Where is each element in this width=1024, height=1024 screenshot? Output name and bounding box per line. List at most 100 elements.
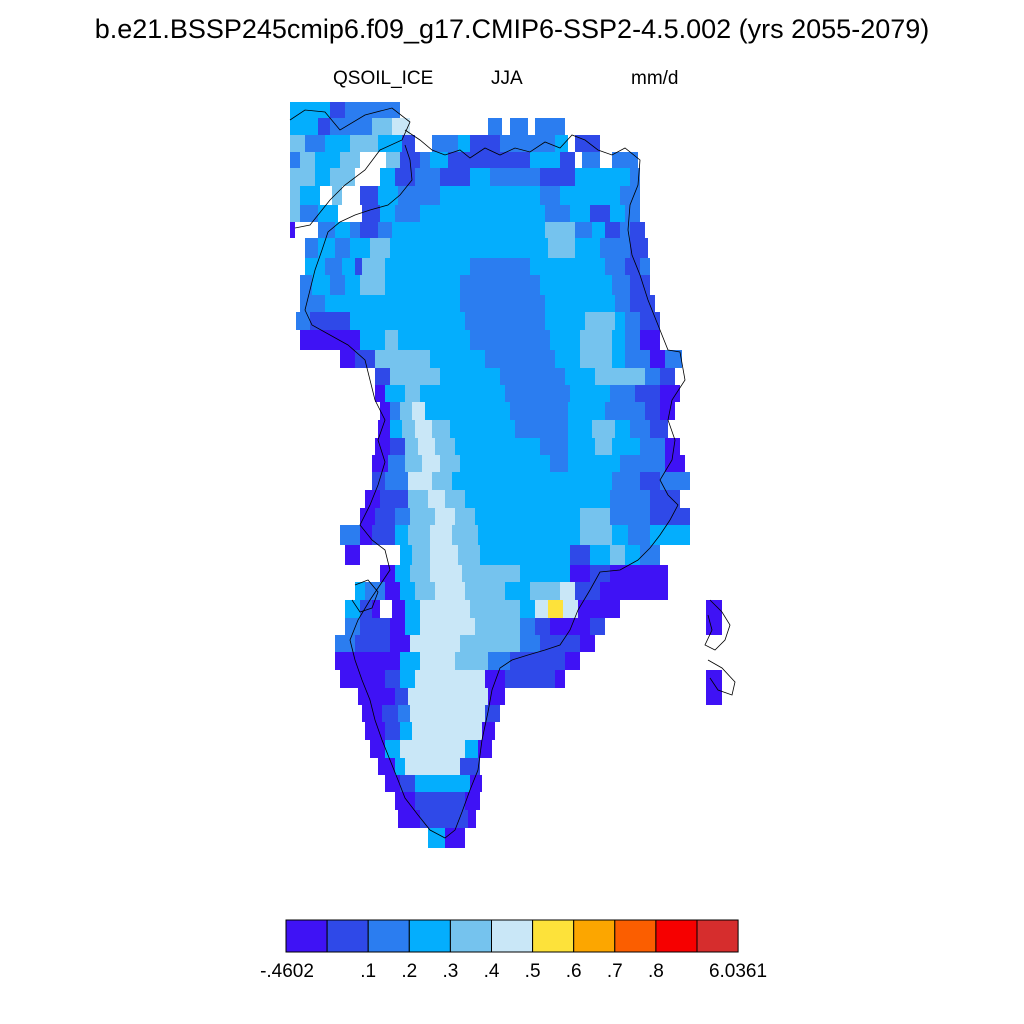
map-cell	[575, 168, 590, 186]
map-cell	[345, 275, 360, 295]
map-cell	[415, 168, 440, 186]
map-cell	[620, 222, 630, 238]
map-cell	[650, 508, 690, 525]
map-cell	[470, 600, 520, 618]
colorbar-label: .5	[524, 961, 541, 982]
map-cell	[565, 618, 590, 635]
map-cell	[412, 402, 425, 420]
map-cell	[445, 490, 465, 508]
map-cell	[570, 385, 610, 402]
map-cell	[440, 740, 465, 758]
map-cell	[420, 152, 430, 168]
map-cell	[563, 600, 578, 618]
map-cell	[615, 420, 630, 438]
map-cell	[440, 186, 470, 205]
map-cell	[408, 490, 428, 508]
map-cell	[415, 420, 432, 438]
colorbar-label: .3	[442, 961, 459, 982]
map-cell	[400, 722, 412, 740]
map-cell	[500, 635, 520, 652]
map-cell	[540, 168, 555, 186]
map-cell	[440, 455, 460, 472]
map-cell	[430, 152, 448, 168]
map-cell	[432, 420, 450, 438]
map-cell	[362, 705, 382, 722]
colorbar-label: 6.0361	[708, 961, 768, 982]
map-cell	[380, 490, 408, 508]
map-cell	[312, 275, 330, 295]
map-cell	[385, 670, 400, 688]
map-cell	[290, 168, 315, 186]
map-cell	[392, 600, 405, 618]
map-cell	[400, 402, 412, 420]
map-cell	[405, 455, 422, 472]
map-cell	[290, 152, 300, 168]
map-cell	[360, 275, 385, 295]
map-cell	[350, 222, 360, 238]
map-cell	[410, 508, 435, 525]
map-cell	[490, 168, 540, 186]
map-cell	[630, 168, 640, 186]
map-cell	[458, 545, 480, 565]
map-cell	[578, 600, 605, 618]
map-cell	[575, 135, 585, 152]
map-cell	[555, 670, 565, 688]
map-cell	[360, 222, 378, 238]
map-cell	[615, 312, 625, 330]
map-cell	[388, 455, 405, 472]
map-cell	[345, 545, 360, 565]
map-cell	[575, 238, 600, 258]
map-cell	[610, 205, 625, 222]
map-cell	[425, 402, 440, 420]
map-cell	[620, 582, 668, 600]
map-cell	[625, 402, 645, 420]
map-cell	[590, 545, 610, 565]
colorbar-label: .2	[401, 961, 418, 982]
colorbar-box	[367, 919, 410, 953]
map-cell	[540, 652, 565, 670]
plot-title: b.e21.BSSP245cmip6.f09_g17.CMIP6-SSP2-4.…	[94, 14, 930, 44]
map-cell	[440, 635, 460, 652]
map-cell	[382, 705, 398, 722]
map-cell	[315, 168, 330, 186]
map-cell	[580, 508, 610, 525]
map-cell	[372, 472, 385, 490]
map-cell	[300, 275, 312, 295]
map-cell	[428, 490, 445, 508]
map-cell	[310, 312, 320, 330]
map-cell	[325, 295, 350, 312]
map-cell	[555, 168, 575, 186]
map-cell	[530, 670, 555, 688]
map-cell	[340, 670, 370, 688]
map-cell	[445, 618, 475, 635]
map-cell	[625, 258, 640, 275]
map-cell	[385, 472, 408, 490]
map-cell	[505, 670, 530, 688]
map-cell	[540, 275, 612, 295]
map-cell	[375, 350, 398, 368]
map-cell	[525, 545, 570, 565]
map-cell	[640, 472, 660, 490]
map-cell	[610, 545, 625, 565]
map-cell	[350, 238, 370, 258]
map-cell	[296, 312, 310, 330]
map-cell	[412, 722, 460, 740]
map-cell	[605, 402, 625, 420]
map-cell	[355, 350, 375, 368]
map-cell	[412, 545, 430, 565]
map-cell	[418, 438, 435, 455]
map-cell	[465, 792, 480, 810]
map-cell	[628, 525, 650, 545]
map-cell	[400, 775, 415, 792]
map-cell	[342, 258, 355, 275]
colorbar-box	[408, 919, 451, 953]
map-cell	[378, 222, 392, 238]
map-cell	[400, 740, 440, 758]
map-cell	[455, 508, 475, 525]
map-cell	[435, 438, 455, 455]
map-cell	[395, 688, 408, 705]
map-cell	[430, 350, 485, 368]
map-cell	[315, 152, 340, 168]
map-cell	[550, 455, 568, 472]
